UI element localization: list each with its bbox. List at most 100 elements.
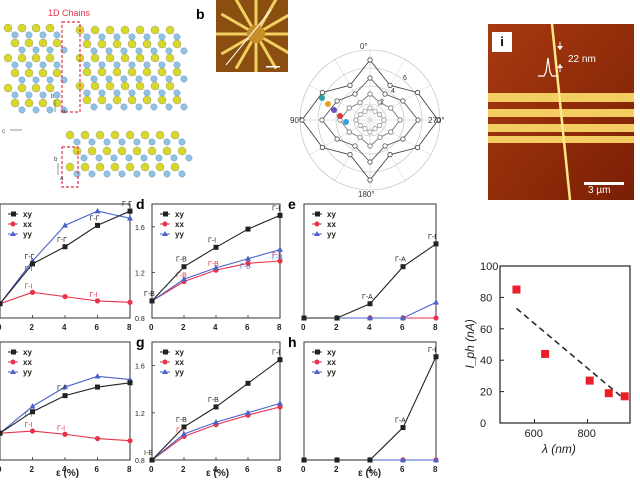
chain-highlight-bottom xyxy=(61,146,79,188)
legend-label-yy: yy xyxy=(175,368,184,377)
sulfur-atom xyxy=(172,95,182,105)
point-label: Γ-Γ xyxy=(122,201,132,208)
sulfur-atom xyxy=(132,146,142,156)
polar-colored-point xyxy=(343,119,349,125)
point-label: Γ-B xyxy=(272,255,283,262)
point-yy xyxy=(277,246,283,252)
sulfur-atom xyxy=(135,53,145,63)
metal-atom xyxy=(148,170,156,178)
polar-point xyxy=(319,89,325,96)
plot-frame xyxy=(499,265,631,424)
point-label: Γ-B xyxy=(176,273,187,280)
polar-point xyxy=(397,117,403,123)
point-label: Γ-I xyxy=(25,422,33,429)
point-xy xyxy=(433,241,439,247)
sulfur-atom xyxy=(135,81,145,91)
legend-label-xx: xx xyxy=(175,358,184,367)
metal-atom xyxy=(185,154,193,162)
polar-colored-point xyxy=(319,95,325,101)
sulfur-atom xyxy=(157,95,167,105)
point-yy xyxy=(213,264,219,271)
sulfur-atom xyxy=(155,130,165,140)
point-xy xyxy=(30,409,35,415)
legend-marker-yy xyxy=(10,369,16,374)
point-label: Γ-I xyxy=(272,350,280,357)
sulfur-atom xyxy=(127,39,137,49)
point-xy xyxy=(0,301,3,307)
point-yy xyxy=(94,207,101,214)
sulfur-atom xyxy=(150,53,160,63)
point-yy xyxy=(94,373,101,379)
polar-point xyxy=(352,91,358,97)
panel-label-i: i xyxy=(492,32,512,52)
x-tick-label: 0 xyxy=(0,465,2,474)
polar-point xyxy=(334,98,340,104)
x-tick-label: 4 xyxy=(213,465,218,474)
polar-point xyxy=(367,159,373,165)
polar-ring-label: 6 xyxy=(403,75,407,82)
legend-marker-xx xyxy=(162,221,168,227)
point-label: Γ-A xyxy=(362,294,373,301)
polar-colored-point xyxy=(337,113,343,119)
polar-point xyxy=(334,136,340,142)
strain-axis-label: ε (%) xyxy=(206,468,229,479)
x-tick-label: 6 xyxy=(245,323,250,332)
sulfur-atom xyxy=(142,95,152,105)
point-label: Γ-Γ xyxy=(25,411,35,418)
metal-atom xyxy=(103,138,111,146)
polar-point xyxy=(319,144,325,151)
polar-point xyxy=(346,129,352,135)
legend-label-xy: xy xyxy=(175,210,184,219)
axes-indicator-top: c b a xyxy=(2,94,66,135)
metal-atom xyxy=(90,103,98,111)
metal-atom xyxy=(73,170,81,178)
point-xy xyxy=(213,404,219,410)
sulfur-atom xyxy=(135,25,145,35)
y-tick-label: 1.6 xyxy=(135,364,145,371)
x-tick-label: 8 xyxy=(433,465,438,474)
sulfur-atom xyxy=(24,68,34,78)
point-xx xyxy=(94,435,101,442)
point-yy xyxy=(433,456,439,463)
polar-point xyxy=(357,111,364,118)
data-point xyxy=(512,285,521,294)
legend-label-xx: xx xyxy=(23,220,32,229)
metal-atom xyxy=(148,138,156,146)
x-tick-label: 8 xyxy=(127,323,132,332)
point-xx xyxy=(127,299,133,305)
sulfur-atom xyxy=(90,81,100,91)
sulfur-atom xyxy=(150,81,160,91)
point-xy xyxy=(95,222,100,228)
metal-atom xyxy=(46,106,54,114)
metal-atom xyxy=(135,103,143,111)
electrode-stripe xyxy=(488,136,634,143)
x-tick-label: 8 xyxy=(277,323,282,332)
x-tick-label: 0 xyxy=(149,323,154,332)
sulfur-atom xyxy=(120,81,130,91)
point-label: Γ-I xyxy=(428,234,436,241)
afm-image: i 22 nm 3 µm xyxy=(488,24,634,200)
point-label: Γ-B xyxy=(208,397,219,404)
polar-point xyxy=(372,126,378,132)
metal-atom xyxy=(125,154,133,162)
point-xx xyxy=(277,258,283,264)
x-tick-label: 8 xyxy=(127,465,132,474)
sulfur-atom xyxy=(80,162,90,172)
sulfur-atom xyxy=(112,95,122,105)
polar-point xyxy=(381,117,387,123)
sulfur-atom xyxy=(65,162,75,172)
polar-point xyxy=(400,98,406,104)
polar-point xyxy=(388,129,394,135)
y-tick-label: 0.8 xyxy=(135,458,145,465)
point-xy xyxy=(400,264,406,270)
sulfur-atom xyxy=(140,130,150,140)
point-yy xyxy=(213,419,219,425)
x-tick-label: 6 xyxy=(95,465,100,474)
x-tick-label: 0 xyxy=(301,323,306,332)
sulfur-atom xyxy=(38,38,48,48)
polar-point xyxy=(387,82,393,88)
